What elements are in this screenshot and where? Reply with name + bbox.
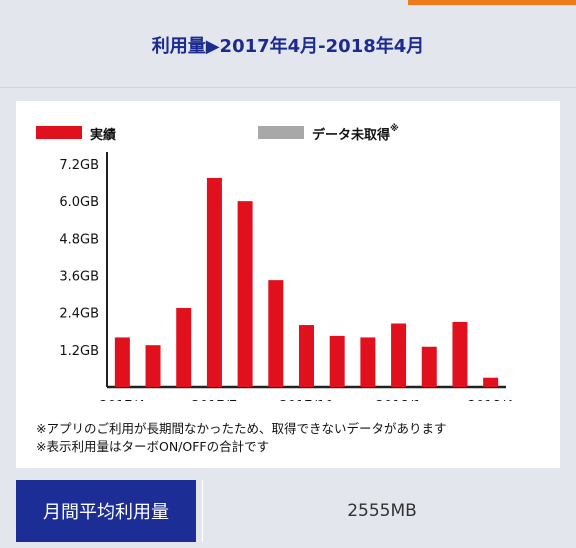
- x-tick-label: 2017/10: [279, 399, 333, 401]
- x-tick-label: 2017/7: [192, 399, 238, 401]
- x-tick-label: 2018/1: [376, 399, 422, 401]
- bar-2017-5: [145, 345, 161, 387]
- legend-missing-label: データ未取得※: [312, 124, 399, 143]
- y-tick-label: 1.2GB: [59, 344, 99, 359]
- header: [0, 5, 576, 88]
- usage-chart-card: 実績 データ未取得※ 1.2GB 2.4GB 3.6GB 4.8GB 6.0GB 7.2G…: [16, 101, 560, 468]
- legend-actual-swatch: [36, 126, 82, 139]
- monthly-average-value: 2555MB: [202, 480, 561, 542]
- y-tick-label: 3.6GB: [59, 270, 99, 285]
- bar-2018-1: [391, 323, 407, 387]
- bar-2017-6: [176, 308, 192, 387]
- y-tick-label: 2.4GB: [59, 307, 99, 322]
- bar-2018-3: [452, 321, 468, 387]
- bar-2018-4: [483, 377, 499, 387]
- legend-actual-label: 実績: [90, 128, 117, 143]
- monthly-average-label: 月間平均利用量: [16, 480, 196, 542]
- bar-2017-11: [329, 335, 345, 387]
- y-tick-label: 7.2GB: [59, 158, 99, 173]
- legend-missing-swatch: [258, 126, 304, 139]
- note-data-missing: ※アプリのご利用が長期間なかったため、取得できないデータがあります: [36, 421, 447, 436]
- y-tick-label: 4.8GB: [59, 232, 99, 247]
- period-title: 利用量▶2017年4月-2018年4月: [151, 36, 425, 57]
- bar-2017-8: [237, 201, 253, 387]
- x-tick-label: 2018/4: [468, 399, 514, 401]
- bar-2017-9: [268, 280, 284, 387]
- y-tick-label: 6.0GB: [59, 195, 99, 210]
- usage-bar-chart: 1.2GB 2.4GB 3.6GB 4.8GB 6.0GB 7.2GB 2017/4 2017…: [59, 152, 514, 401]
- bar-2017-7: [206, 177, 222, 387]
- bar-2017-4: [114, 337, 130, 387]
- bar-2018-2: [421, 346, 437, 387]
- note-turbo-total: ※表示利用量はターボON/OFFの合計です: [36, 439, 270, 454]
- x-tick-label: 2017/4: [99, 399, 145, 401]
- bar-2017-10: [299, 325, 314, 387]
- bar-2017-12: [360, 337, 376, 387]
- top-accent-bar: [408, 0, 576, 5]
